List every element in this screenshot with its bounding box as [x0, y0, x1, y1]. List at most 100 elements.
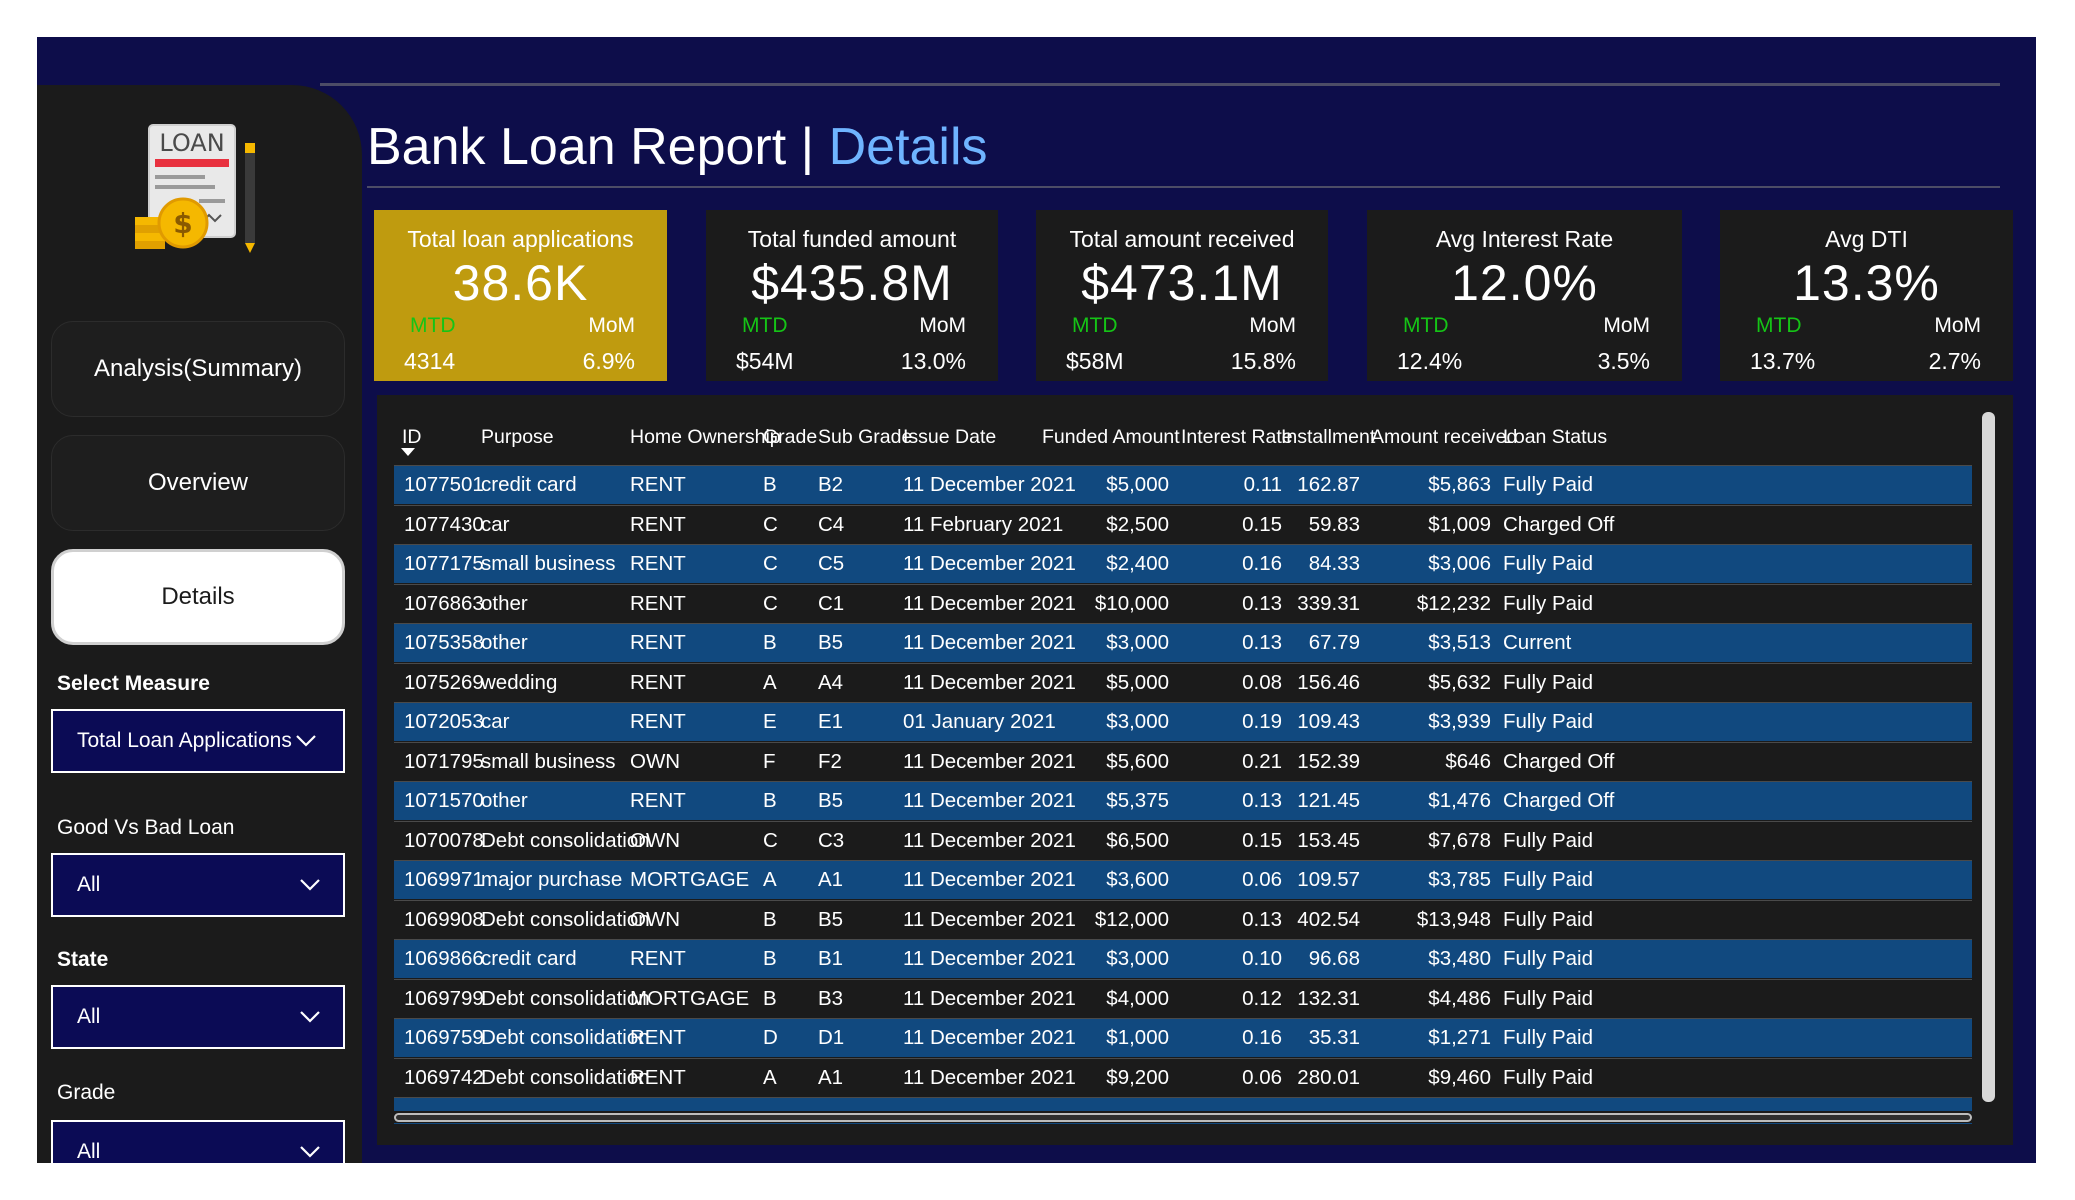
cell-amount-received: $3,480 — [1428, 947, 1491, 970]
cell-grade: C — [763, 512, 778, 536]
cell-loan-status: Fully Paid — [1503, 591, 1594, 615]
cell-amount-received: $9,460 — [1428, 1065, 1491, 1089]
cell-issue-date: 11 December 2021 — [903, 749, 1076, 773]
table-row[interactable]: 1077501 credit card RENT B B2 11 December 202… — [394, 465, 1972, 504]
cell-grade: B — [763, 473, 777, 496]
cell-sub-grade: C4 — [818, 512, 845, 536]
column-header-purpose[interactable]: Purpose — [481, 426, 554, 448]
cell-id: 1072053 — [404, 710, 484, 733]
cell-loan-status: Fully Paid — [1503, 986, 1594, 1010]
cell-issue-date: 11 December 2021 — [903, 591, 1076, 615]
cell-funded-amount: $9,200 — [1106, 1065, 1169, 1089]
cell-home-ownership: RENT — [630, 512, 686, 536]
column-header-sub-grade[interactable]: Sub Grade — [818, 426, 913, 448]
nav-overview-button[interactable]: Overview — [51, 435, 345, 531]
column-header-amount-received[interactable]: Amount received — [1371, 426, 1518, 448]
cell-id: 1076863 — [404, 591, 484, 615]
cell-issue-date: 11 December 2021 — [903, 1026, 1076, 1049]
kpi-mom-value: 3.5% — [1597, 348, 1650, 374]
nav-analysis-summary-button[interactable]: Analysis(Summary) — [51, 321, 345, 417]
cell-loan-status: Fully Paid — [1503, 710, 1594, 733]
grade-dropdown[interactable]: All — [51, 1120, 345, 1163]
cell-purpose: small business — [481, 749, 616, 773]
cell-funded-amount: $1,000 — [1106, 1026, 1169, 1049]
cell-interest-rate: 0.06 — [1242, 1065, 1282, 1089]
cell-issue-date: 11 December 2021 — [903, 1065, 1076, 1089]
cell-grade: B — [763, 631, 777, 654]
cell-issue-date: 11 February 2021 — [903, 512, 1064, 536]
cell-funded-amount: $2,500 — [1106, 512, 1169, 536]
column-header-funded-amount[interactable]: Funded Amount — [1042, 426, 1180, 448]
cell-sub-grade: E1 — [818, 710, 844, 733]
cell-purpose: credit card — [481, 473, 577, 496]
cell-funded-amount: $10,000 — [1094, 591, 1169, 615]
table-row[interactable]: 1069759 Debt consolidation RENT D D1 11 Decem… — [394, 1018, 1972, 1057]
table-row[interactable]: 1071795 small business OWN F F2 11 December 2… — [394, 741, 1972, 781]
nav-details-button[interactable]: Details — [51, 549, 345, 645]
select-measure-dropdown[interactable]: Total Loan Applications — [51, 709, 345, 773]
cell-sub-grade: B5 — [818, 789, 844, 812]
cell-loan-status: Current — [1503, 631, 1572, 654]
cell-sub-grade: A4 — [818, 670, 844, 694]
cell-home-ownership: RENT — [630, 631, 686, 654]
kpi-mtd-label: MTD — [410, 314, 456, 337]
cell-funded-amount: $3,000 — [1106, 710, 1169, 733]
kpi-card-total-funded-amount: Total funded amount $435.8M MTD MoM $54M… — [706, 210, 998, 381]
cell-sub-grade: B2 — [818, 473, 844, 496]
cell-installment: 109.43 — [1297, 710, 1360, 733]
kpi-value: $435.8M — [751, 255, 953, 311]
cell-interest-rate: 0.08 — [1242, 670, 1282, 694]
table-row[interactable]: 1075358 other RENT B B5 11 December 2021 $3,00… — [394, 623, 1972, 662]
column-header-issue-date[interactable]: Issue Date — [903, 426, 997, 448]
chevron-down-icon — [300, 879, 320, 891]
table-row[interactable]: 1072053 car RENT E E1 01 January 2021 $3,000 0.… — [394, 702, 1972, 741]
cell-grade: B — [763, 947, 777, 970]
cell-sub-grade: F2 — [818, 749, 842, 773]
cell-funded-amount: $5,375 — [1106, 789, 1169, 812]
table-row[interactable]: 1069866 credit card RENT B B1 11 December 202… — [394, 939, 1972, 978]
table-row[interactable]: 1075269 wedding RENT A A4 11 December 2021 $5,… — [394, 662, 1972, 702]
kpi-mom-value: 13.0% — [900, 348, 966, 374]
sort-desc-icon[interactable] — [401, 448, 415, 456]
cell-funded-amount: $5,600 — [1106, 749, 1169, 773]
kpi-mom-label: MoM — [1249, 314, 1296, 337]
column-header-interest-rate[interactable]: Interest Rate — [1181, 426, 1293, 448]
table-row[interactable]: 1071570 other RENT B B5 11 December 2021 $5,37… — [394, 781, 1972, 820]
table-row[interactable]: 1077175 small business RENT C C5 11 December … — [394, 544, 1972, 583]
cell-interest-rate: 0.16 — [1242, 1026, 1282, 1049]
cell-sub-grade: A1 — [818, 1065, 844, 1089]
column-header-home-ownership[interactable]: Home Ownership — [630, 426, 781, 448]
cell-sub-grade: D1 — [818, 1026, 845, 1049]
table-row[interactable]: 1069799 Debt consolidation MORTGAGE B B3 11 D… — [394, 978, 1972, 1018]
column-header-installment[interactable]: Installment — [1281, 426, 1376, 448]
cell-home-ownership: RENT — [630, 947, 686, 970]
table-row[interactable]: 1069971 major purchase MORTGAGE A A1 11 Decem… — [394, 860, 1972, 899]
loan-document-icon: LOAN $ — [135, 124, 255, 253]
cell-purpose: Debt consolidation — [481, 1065, 650, 1089]
table-row[interactable]: 1070078 Debt consolidation OWN C C3 11 Decemb… — [394, 820, 1972, 860]
details-table[interactable]: ID Purpose Home Ownership Grade Sub Grade Iss… — [394, 412, 1972, 1124]
table-row[interactable]: 1076863 other RENT C C1 11 December 2021 $10,0… — [394, 583, 1972, 623]
column-header-id[interactable]: ID — [402, 426, 422, 448]
kpi-value: 38.6K — [452, 255, 589, 311]
table-row[interactable]: 1069742 Debt consolidation RENT A A1 11 Decem… — [394, 1057, 1972, 1097]
good-vs-bad-loan-dropdown[interactable]: All — [51, 853, 345, 917]
vertical-scrollbar[interactable] — [1982, 412, 1995, 1124]
cell-funded-amount: $12,000 — [1094, 907, 1169, 931]
state-dropdown[interactable]: All — [51, 985, 345, 1049]
vertical-scrollbar-thumb[interactable] — [1982, 412, 1995, 1102]
horizontal-scrollbar[interactable] — [394, 1111, 1972, 1123]
kpi-mtd-value: 13.7% — [1750, 348, 1816, 374]
table-row[interactable]: 1077430 car RENT C C4 11 February 2021 $2,500 0… — [394, 504, 1972, 544]
kpi-card-avg-dti: Avg DTI 13.3% MTD MoM 13.7% 2.7% — [1720, 210, 2013, 381]
column-header-loan-status[interactable]: Loan Status — [1503, 426, 1608, 448]
cell-loan-status: Charged Off — [1503, 749, 1615, 773]
table-row[interactable]: 1069908 Debt consolidation OWN B B5 11 Decemb… — [394, 899, 1972, 939]
cell-purpose: other — [481, 591, 528, 615]
horizontal-scrollbar-thumb[interactable] — [394, 1113, 1972, 1122]
cell-home-ownership: OWN — [630, 828, 681, 852]
nav-label: Analysis(Summary) — [93, 355, 303, 382]
cell-installment: 153.45 — [1297, 828, 1360, 852]
column-header-grade[interactable]: Grade — [763, 426, 818, 448]
kpi-mom-label: MoM — [1603, 314, 1650, 337]
